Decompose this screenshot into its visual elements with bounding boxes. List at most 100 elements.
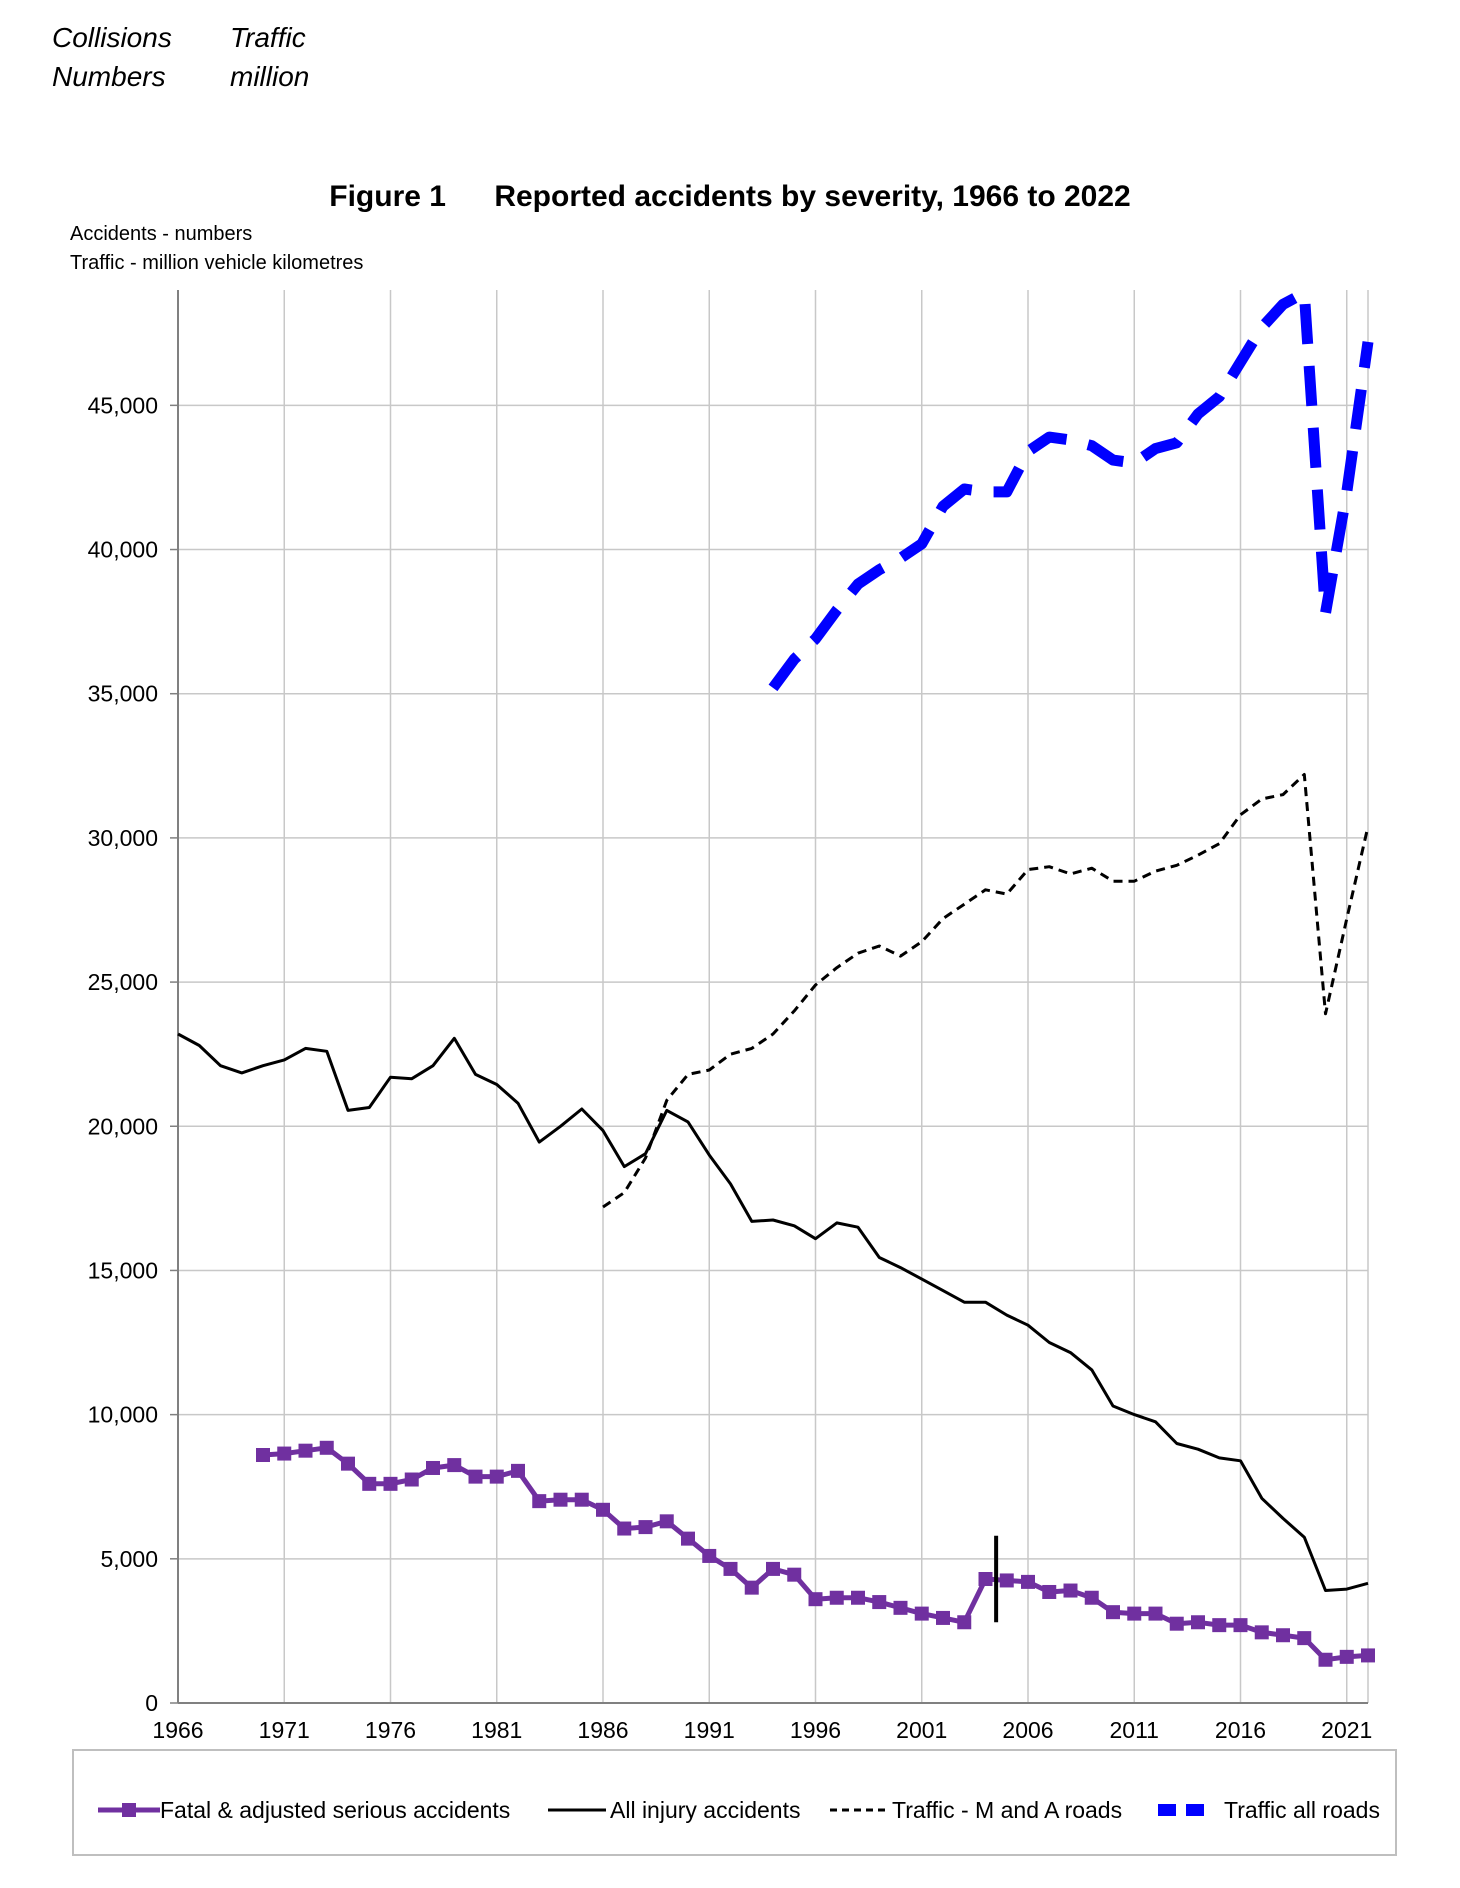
- units-note: Accidents - numbers Traffic - million ve…: [70, 220, 363, 278]
- data-point-fatal-adjusted-serious-accidents: [638, 1520, 653, 1535]
- x-tick-label: 1991: [684, 1717, 735, 1743]
- data-point-fatal-adjusted-serious-accidents: [1297, 1631, 1312, 1646]
- legend-swatch-fatal-serious: [98, 1803, 160, 1817]
- data-point-fatal-adjusted-serious-accidents: [999, 1573, 1014, 1588]
- traffic-label: Traffic: [230, 22, 306, 53]
- legend: [72, 1749, 1397, 1856]
- y-tick-label: 20,000: [88, 1113, 158, 1139]
- data-point-fatal-adjusted-serious-accidents: [787, 1567, 802, 1582]
- x-tick-label: 2016: [1215, 1717, 1266, 1743]
- data-point-fatal-adjusted-serious-accidents: [766, 1561, 780, 1576]
- figure-label: Figure 1: [329, 180, 446, 213]
- data-point-fatal-adjusted-serious-accidents: [1169, 1616, 1184, 1631]
- legend-swatch-traffic-m-a: [830, 1808, 888, 1812]
- data-point-fatal-adjusted-serious-accidents: [893, 1600, 908, 1615]
- legend-swatch-all-injury: [548, 1808, 606, 1812]
- legend-label-fatal-serious: Fatal & adjusted serious accidents: [160, 1797, 511, 1823]
- data-point-fatal-adjusted-serious-accidents: [447, 1458, 462, 1473]
- y-tick-label: 40,000: [88, 537, 158, 563]
- data-point-fatal-adjusted-serious-accidents: [851, 1590, 865, 1605]
- x-tick-label: 1986: [577, 1717, 628, 1743]
- series-line-traffic-all-roads: [768, 287, 1374, 692]
- data-point-fatal-adjusted-serious-accidents: [1339, 1649, 1354, 1664]
- x-tick-label: 2011: [1110, 1717, 1159, 1743]
- data-point-fatal-adjusted-serious-accidents: [808, 1592, 823, 1607]
- data-point-fatal-adjusted-serious-accidents: [617, 1521, 632, 1536]
- y-tick-label: 15,000: [88, 1257, 158, 1283]
- data-point-fatal-adjusted-serious-accidents: [723, 1561, 738, 1576]
- legend-item-fatal-serious: Fatal & adjusted serious accidents: [98, 1797, 510, 1823]
- x-tick-label: 1976: [365, 1717, 416, 1743]
- numbers-label: Numbers: [52, 61, 166, 92]
- y-tick-label: 25,000: [88, 969, 158, 995]
- million-label: million: [230, 61, 310, 92]
- data-point-fatal-adjusted-serious-accidents: [936, 1610, 950, 1625]
- y-tick-label: 0: [145, 1690, 158, 1716]
- data-point-fatal-adjusted-serious-accidents: [404, 1472, 419, 1487]
- x-tick-label: 1996: [790, 1717, 841, 1743]
- legend-label-traffic-m-a: Traffic - M and A roads: [892, 1797, 1123, 1823]
- data-point-fatal-adjusted-serious-accidents: [957, 1615, 972, 1630]
- data-point-fatal-adjusted-serious-accidents: [256, 1448, 270, 1463]
- data-point-fatal-adjusted-serious-accidents: [511, 1463, 525, 1478]
- x-tick-label: 1971: [259, 1717, 310, 1743]
- series-line-all-injury-accidents: [177, 1032, 1369, 1592]
- data-point-fatal-adjusted-serious-accidents: [319, 1440, 334, 1455]
- data-point-fatal-adjusted-serious-accidents: [829, 1590, 844, 1605]
- data-point-fatal-adjusted-serious-accidents: [702, 1548, 717, 1563]
- data-point-fatal-adjusted-serious-accidents: [426, 1460, 440, 1475]
- y-tick-label: 10,000: [88, 1402, 158, 1428]
- data-point-fatal-adjusted-serious-accidents: [744, 1580, 759, 1595]
- data-point-fatal-adjusted-serious-accidents: [1233, 1618, 1248, 1633]
- data-point-fatal-adjusted-serious-accidents: [1148, 1606, 1163, 1621]
- data-point-fatal-adjusted-serious-accidents: [489, 1469, 504, 1484]
- x-tick-label: 2001: [896, 1717, 947, 1743]
- x-tick-label: 1981: [471, 1717, 522, 1743]
- figure-title: Reported accidents by severity, 1966 to …: [494, 180, 1131, 213]
- corner-labels: Collisions Traffic Numbers million: [52, 18, 309, 96]
- data-point-fatal-adjusted-serious-accidents: [1191, 1615, 1205, 1630]
- data-point-fatal-adjusted-serious-accidents: [1127, 1606, 1142, 1621]
- y-tick-label: 30,000: [88, 825, 158, 851]
- x-tick-label: 2006: [1002, 1717, 1053, 1743]
- chart-title: Figure 1 Reported accidents by severity,…: [0, 180, 1460, 214]
- data-point-fatal-adjusted-serious-accidents: [872, 1595, 887, 1610]
- data-point-fatal-adjusted-serious-accidents: [1106, 1605, 1120, 1620]
- data-point-fatal-adjusted-serious-accidents: [362, 1476, 377, 1491]
- data-point-fatal-adjusted-serious-accidents: [1042, 1584, 1057, 1599]
- data-point-fatal-adjusted-serious-accidents: [681, 1531, 695, 1546]
- legend-swatch-traffic-all: [1158, 1804, 1204, 1816]
- series-line-traffic-m-and-a-roads: [602, 773, 1370, 1209]
- x-tick-label: 2021: [1321, 1717, 1372, 1743]
- data-point-fatal-adjusted-serious-accidents: [1276, 1628, 1290, 1643]
- legend-item-all-injury: All injury accidents: [548, 1797, 800, 1823]
- x-tick-label: 1966: [152, 1717, 203, 1743]
- y-tick-label: 5,000: [100, 1546, 158, 1572]
- data-point-fatal-adjusted-serious-accidents: [532, 1494, 547, 1509]
- data-point-fatal-adjusted-serious-accidents: [978, 1572, 993, 1587]
- data-point-fatal-adjusted-serious-accidents: [341, 1456, 355, 1471]
- legend-label-traffic-all: Traffic all roads: [1224, 1797, 1380, 1823]
- data-point-fatal-adjusted-serious-accidents: [553, 1492, 568, 1507]
- data-point-fatal-adjusted-serious-accidents: [574, 1492, 589, 1507]
- units-accidents: Accidents - numbers: [70, 223, 253, 245]
- y-tick-label: 35,000: [88, 681, 158, 707]
- legend-item-traffic-m-a: Traffic - M and A roads: [830, 1797, 1122, 1823]
- legend-label-all-injury: All injury accidents: [610, 1797, 801, 1823]
- data-point-fatal-adjusted-serious-accidents: [1212, 1618, 1227, 1633]
- data-point-fatal-adjusted-serious-accidents: [1254, 1625, 1269, 1640]
- legend-item-traffic-all: Traffic all roads: [1158, 1797, 1380, 1823]
- data-point-fatal-adjusted-serious-accidents: [277, 1446, 292, 1461]
- data-point-fatal-adjusted-serious-accidents: [1318, 1652, 1333, 1667]
- collisions-label: Collisions: [52, 22, 172, 53]
- series-group: [177, 287, 1375, 1667]
- data-point-fatal-adjusted-serious-accidents: [914, 1606, 929, 1621]
- units-traffic: Traffic - million vehicle kilometres: [70, 252, 364, 274]
- data-point-fatal-adjusted-serious-accidents: [659, 1514, 674, 1529]
- data-point-fatal-adjusted-serious-accidents: [468, 1469, 483, 1484]
- axes: [170, 290, 1368, 1704]
- data-point-fatal-adjusted-serious-accidents: [1084, 1590, 1099, 1605]
- data-point-fatal-adjusted-serious-accidents: [383, 1476, 398, 1491]
- y-tick-label: 45,000: [88, 392, 158, 418]
